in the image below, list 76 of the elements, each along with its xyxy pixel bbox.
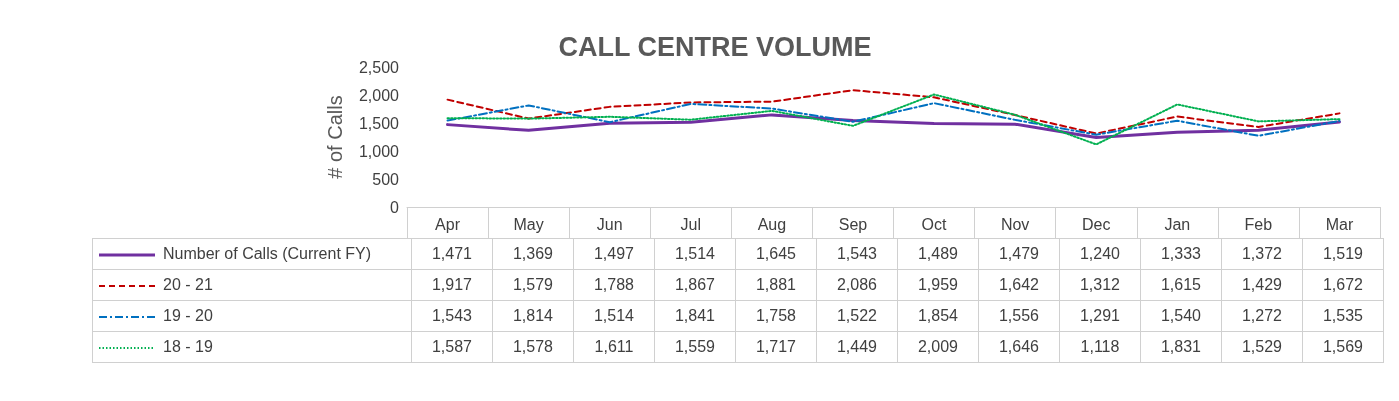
y-axis-title: # of Calls (324, 95, 346, 179)
data-label: 1,240 (1059, 238, 1141, 270)
data-label: 1,471 (411, 238, 493, 270)
data-label: 1,529 (1221, 331, 1303, 363)
data-label: 1,272 (1221, 300, 1303, 332)
data-label: 1,556 (978, 300, 1060, 332)
y-tick-label: 2,500 (358, 58, 400, 76)
data-label: 1,514 (573, 300, 655, 332)
x-tick-label: Aug (757, 215, 787, 233)
data-label: 1,672 (1302, 269, 1384, 301)
data-label: 1,514 (654, 238, 736, 270)
data-label: 1,646 (978, 331, 1060, 363)
data-label: 1,372 (1221, 238, 1303, 270)
line-series (446, 113, 1341, 140)
data-label: 1,867 (654, 269, 736, 301)
legend-label: 18 - 19 (92, 331, 412, 363)
data-label: 1,578 (492, 331, 574, 363)
data-label: 1,522 (816, 300, 898, 332)
data-label: 1,291 (1059, 300, 1141, 332)
legend-label: 19 - 20 (92, 300, 412, 332)
x-tick-label: Jan (1164, 215, 1191, 233)
data-label: 1,758 (735, 300, 817, 332)
data-label: 1,118 (1059, 331, 1141, 363)
data-label: 1,479 (978, 238, 1060, 270)
line-series (446, 89, 1341, 135)
y-tick-label: 1,000 (358, 142, 400, 160)
data-label: 1,559 (654, 331, 736, 363)
data-label: 1,497 (573, 238, 655, 270)
data-label: 1,535 (1302, 300, 1384, 332)
data-label: 1,579 (492, 269, 574, 301)
data-label: 1,543 (411, 300, 493, 332)
data-label: 1,369 (492, 238, 574, 270)
data-label: 2,009 (897, 331, 979, 363)
x-tick-label: Apr (435, 215, 461, 233)
x-tick-label: Jun (596, 215, 623, 233)
data-label: 1,788 (573, 269, 655, 301)
x-tick-label: Feb (1244, 215, 1273, 233)
data-label: 1,519 (1302, 238, 1384, 270)
data-label: 1,429 (1221, 269, 1303, 301)
data-label: 1,489 (897, 238, 979, 270)
data-label: 1,831 (1140, 331, 1222, 363)
x-tick-label: Mar (1325, 215, 1354, 233)
data-label: 1,642 (978, 269, 1060, 301)
y-tick-label: 500 (372, 170, 400, 188)
data-label: 1,854 (897, 300, 979, 332)
x-tick-label: Jul (680, 215, 702, 233)
chart-title: CALL CENTRE VOLUME (558, 31, 872, 62)
legend-label: 20 - 21 (92, 269, 412, 301)
data-label: 1,917 (411, 269, 493, 301)
y-tick-label: 2,000 (358, 86, 400, 104)
y-tick-label: 0 (390, 198, 400, 216)
data-label: 1,881 (735, 269, 817, 301)
legend-label: Number of Calls (Current FY) (92, 238, 412, 270)
data-label: 1,717 (735, 331, 817, 363)
data-label: 1,959 (897, 269, 979, 301)
data-label: 1,543 (816, 238, 898, 270)
data-label: 1,587 (411, 331, 493, 363)
x-tick-label: May (513, 215, 544, 233)
data-label: 1,333 (1140, 238, 1222, 270)
data-label: 1,540 (1140, 300, 1222, 332)
line-series (446, 102, 1341, 137)
x-tick-label: Oct (921, 215, 948, 233)
data-label: 1,312 (1059, 269, 1141, 301)
data-label: 1,615 (1140, 269, 1222, 301)
data-label: 1,569 (1302, 331, 1384, 363)
data-label: 2,086 (816, 269, 898, 301)
y-tick-label: 1,500 (358, 114, 400, 132)
x-tick-label: Nov (1000, 215, 1030, 233)
data-label: 1,814 (492, 300, 574, 332)
data-label: 1,449 (816, 331, 898, 363)
data-label: 1,611 (573, 331, 655, 363)
x-tick-label: Dec (1081, 215, 1111, 233)
line-series (446, 93, 1341, 146)
x-tick-label: Sep (838, 215, 868, 233)
data-label: 1,841 (654, 300, 736, 332)
data-label: 1,645 (735, 238, 817, 270)
